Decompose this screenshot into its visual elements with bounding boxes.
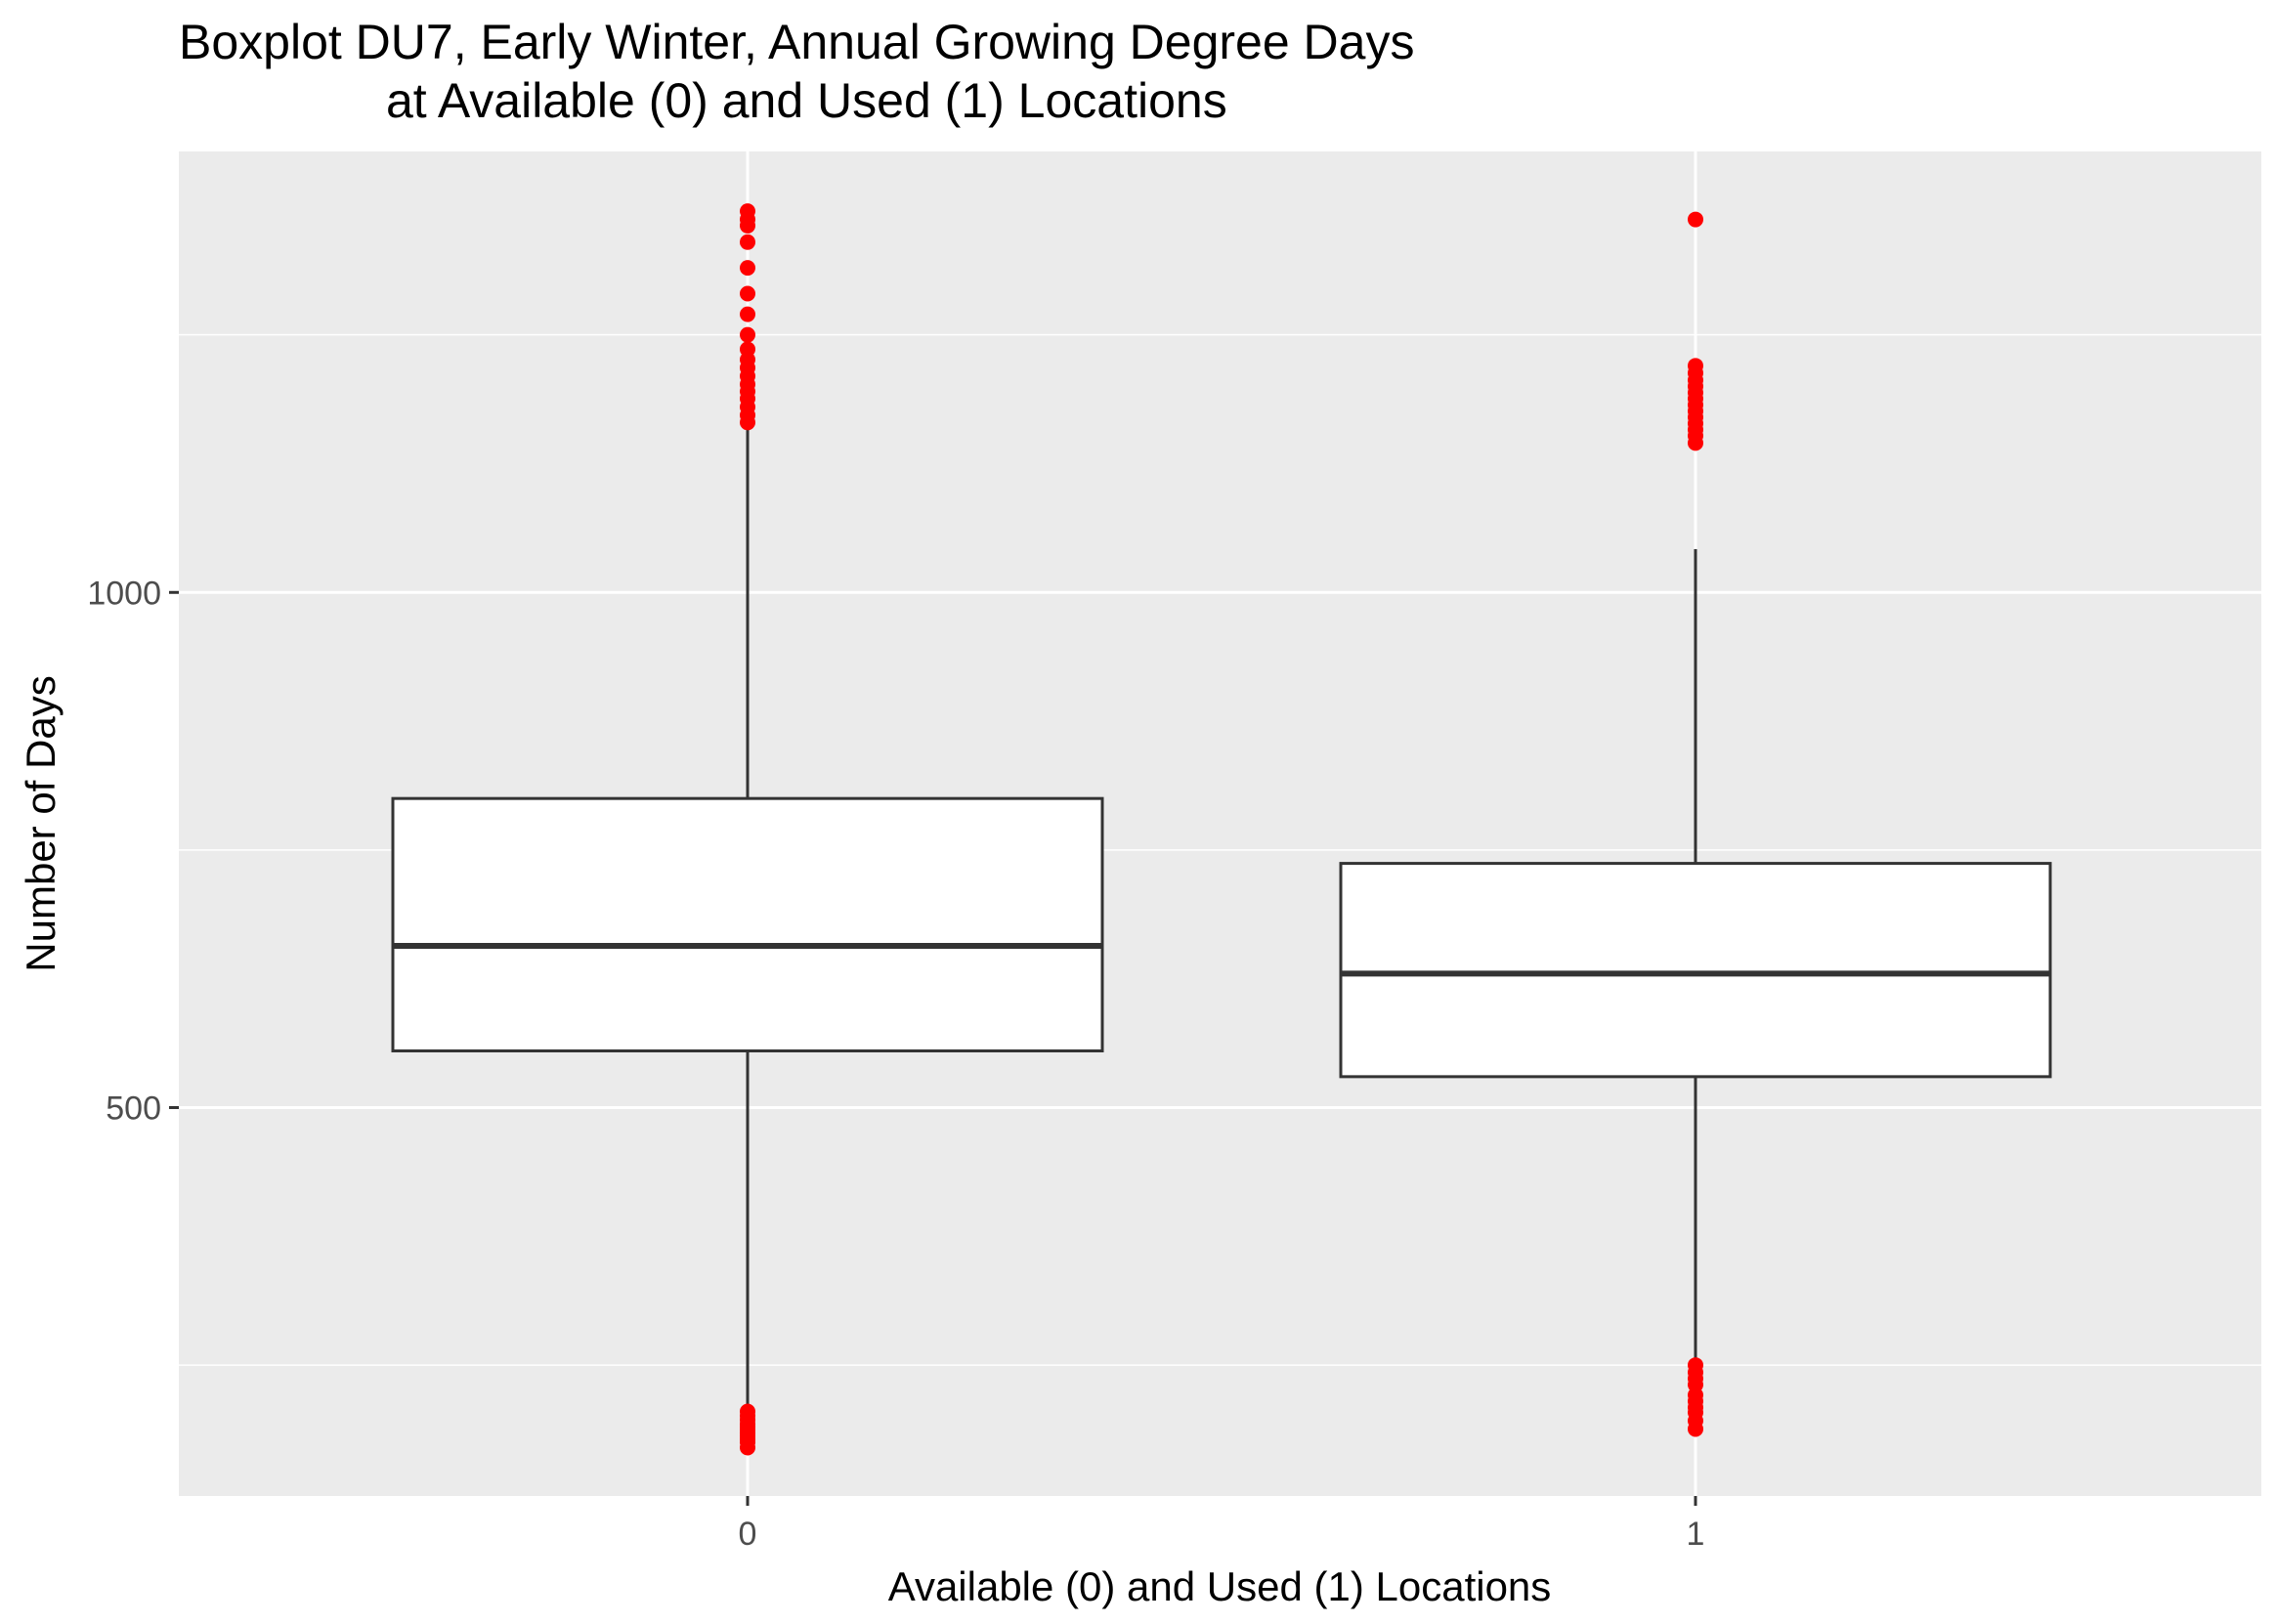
outlier-point-category-0-28 xyxy=(740,203,755,220)
chart-title-line-2: at Available (0) and Used (1) Locations xyxy=(386,73,1227,128)
chart-title-line-1: Boxplot DU7, Early Winter, Annual Growin… xyxy=(179,15,1414,69)
axes: 500 1000 0 1 xyxy=(87,575,1704,1553)
x-axis-title: Available (0) and Used (1) Locations xyxy=(888,1563,1552,1609)
outlier-point-category-0-25 xyxy=(740,234,755,250)
outlier-point-category-1-9 xyxy=(1688,1357,1703,1374)
y-tick-label-500: 500 xyxy=(106,1090,161,1127)
outlier-point-category-0-20 xyxy=(740,341,755,358)
outlier-point-category-0-22 xyxy=(740,306,755,322)
outlier-point-category-1-22 xyxy=(1688,358,1703,374)
x-tick-label-0: 0 xyxy=(739,1516,757,1553)
outlier-point-category-0-23 xyxy=(740,285,755,302)
box-category-0 xyxy=(391,796,1104,1052)
outlier-point-category-1-23 xyxy=(1688,211,1703,228)
outlier-point-category-0-21 xyxy=(740,326,755,343)
box-category-1 xyxy=(1339,862,2052,1079)
y-axis-title: Number of Days xyxy=(18,675,64,971)
x-tick-label-1: 1 xyxy=(1687,1516,1705,1553)
boxes xyxy=(391,203,2052,1456)
y-tick-label-1000: 1000 xyxy=(87,575,161,612)
outlier-point-category-0-24 xyxy=(740,260,755,277)
outlier-point-category-0-10 xyxy=(740,1403,755,1420)
